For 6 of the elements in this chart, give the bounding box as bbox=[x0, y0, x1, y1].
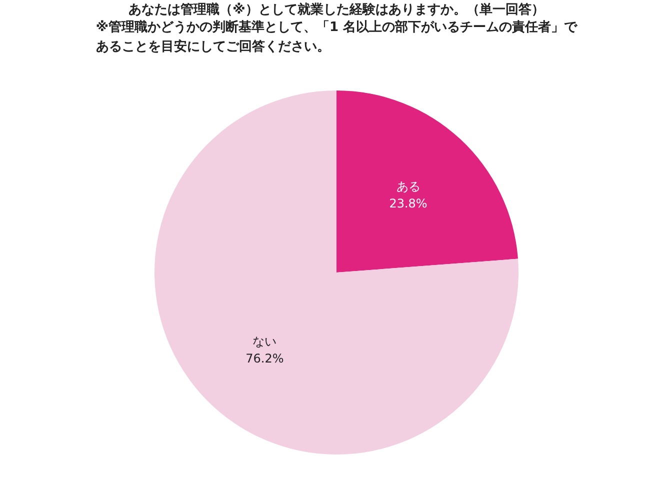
slice-label: ある bbox=[396, 180, 420, 194]
chart-title: あなたは管理職（※）として就業した経験はありますか。（単一回答） bbox=[128, 2, 544, 18]
data-label: 23.8% bbox=[389, 196, 428, 210]
data-label: 76.2% bbox=[246, 351, 284, 366]
slice-label: ない bbox=[252, 334, 277, 348]
chart-subtitle: ※管理職かどうかの判断基準として、「1 名以上の部下がいるチームの責任者」であることを目安にしてご回答ください。 bbox=[96, 19, 578, 54]
